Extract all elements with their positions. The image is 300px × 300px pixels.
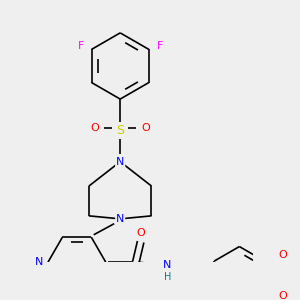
Text: H: H [164,272,171,282]
Text: N: N [163,260,171,270]
Text: N: N [35,257,43,267]
Text: F: F [77,41,84,51]
Text: O: O [141,123,150,133]
Text: O: O [278,291,287,300]
Text: N: N [116,157,124,167]
Text: O: O [91,123,99,133]
Text: N: N [116,214,124,224]
Text: O: O [136,228,145,238]
Text: S: S [116,124,124,137]
Text: F: F [157,41,163,51]
Text: O: O [278,250,287,260]
